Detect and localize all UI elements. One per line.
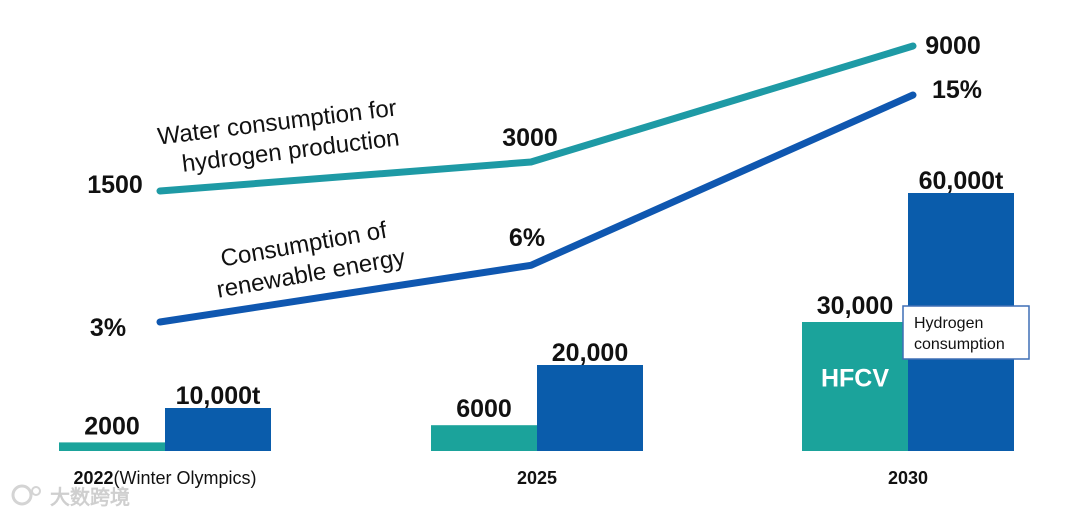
legend-hfcv-label: HFCV [821, 365, 889, 393]
legend-hydrogen-box [902, 305, 1030, 360]
bar-hfcv-2025 [431, 425, 537, 451]
bar-value-label: 10,000t [176, 382, 261, 410]
legend-hydrogen-line1: Hydrogen [914, 315, 983, 332]
bar-hydrogen-2022 [165, 408, 271, 451]
line-point-label: 3000 [502, 124, 558, 152]
bar-value-label: 60,000t [919, 167, 1004, 195]
bar-hfcv-2030 [802, 322, 908, 451]
line-point-label: 3% [90, 314, 126, 342]
line-point-label: 6% [509, 224, 545, 252]
watermark-logo-dot [31, 486, 41, 496]
renewable-energy-line [156, 91, 917, 326]
line-point-label: 1500 [87, 171, 143, 199]
bar-value-label: 2000 [84, 412, 140, 440]
x-tick-label: 2025 [517, 468, 557, 488]
bar-hfcv-2022 [59, 442, 165, 451]
legend-hydrogen-line2: consumption [914, 336, 1005, 353]
x-tick-note: (Winter Olympics) [114, 468, 257, 488]
x-tick-label: 2030 [888, 468, 928, 488]
bar-value-label: 20,000 [552, 339, 628, 367]
bar-value-label: 30,000 [817, 292, 893, 320]
water-consumption-line [156, 42, 917, 195]
x-tick-label-2022: 2022(Winter Olympics) [73, 468, 256, 488]
watermark-logo-icon [11, 484, 41, 506]
watermark-text: 大数跨境 [50, 485, 130, 509]
bar-hydrogen-2025 [537, 365, 643, 451]
bar-value-label: 6000 [456, 395, 512, 423]
x-tick-year: 2022 [73, 468, 113, 488]
line-point-label: 15% [932, 76, 982, 104]
line-point-label: 9000 [925, 32, 981, 60]
watermark-logo-ring [11, 484, 33, 506]
